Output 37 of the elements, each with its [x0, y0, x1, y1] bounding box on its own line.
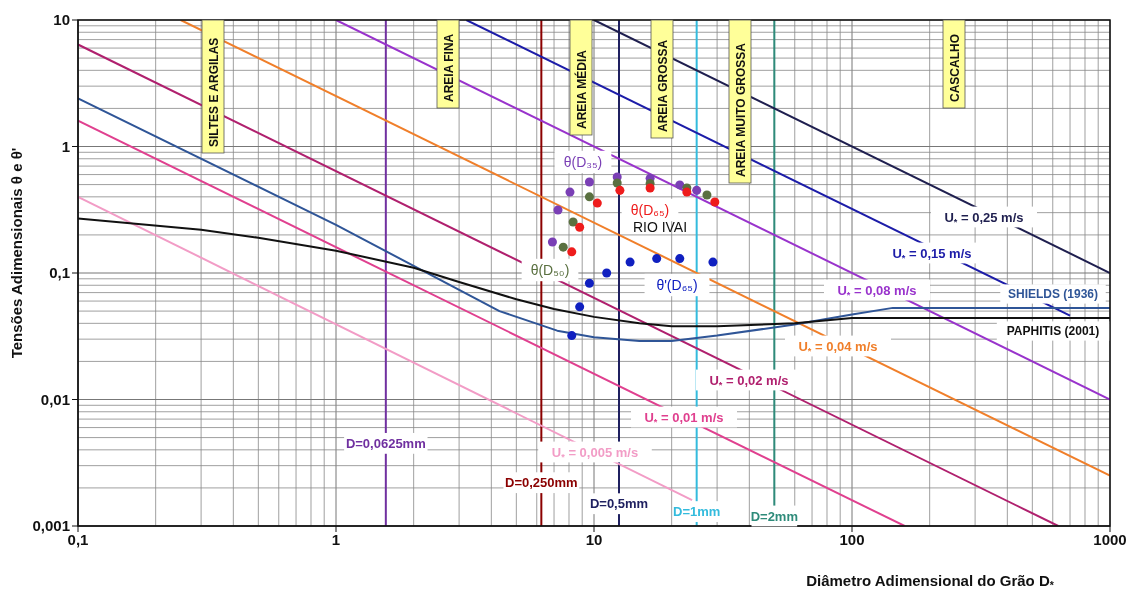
- annotation: CASCALHO: [947, 34, 962, 102]
- series-label: θ'(D₆₅): [656, 276, 698, 293]
- annotation: D=0,5mm: [589, 496, 649, 512]
- annotation: D=1mm: [673, 504, 721, 520]
- series-label: U$_{*}$ = 0,04 m/s: [798, 338, 878, 356]
- annotation: AREIA MÉDIA: [573, 49, 589, 129]
- series-label: SHIELDS (1936): [1007, 287, 1099, 302]
- series-label: U$_{*}$ = 0,005 m/s: [551, 444, 639, 462]
- series-label: θ(D₆₅): [630, 201, 670, 218]
- series-label: U$_{*}$ = 0,01 m/s: [644, 409, 724, 427]
- annotation: RIO IVAI: [632, 219, 688, 235]
- x-tick-label: 1: [331, 530, 341, 548]
- annotation: AREIA FINA: [441, 33, 456, 102]
- series-label: U$_{*}$ = 0,02 m/s: [709, 372, 789, 390]
- annotation: D=0,250mm: [505, 475, 578, 491]
- series-label: U$_{*}$ = 0,25 m/s: [944, 209, 1024, 227]
- series-label: θ(D₃₅): [563, 153, 603, 170]
- y-tick-label: 0,1: [49, 264, 70, 282]
- series-label: U$_{*}$ = 0,08 m/s: [837, 282, 917, 300]
- annotation: SILTES E ARGILAS: [206, 37, 221, 147]
- y-tick-label: 1: [61, 137, 70, 155]
- y-tick-label: 10: [53, 11, 70, 29]
- y-tick-label: 0,001: [32, 517, 70, 535]
- annotation: AREIA MUITO GROSSA: [733, 42, 748, 177]
- y-tick-label: 0,01: [40, 390, 70, 408]
- y-axis-title: Tensões Adimensionais θ e θ': [8, 147, 25, 359]
- annotation: D=2mm: [750, 508, 798, 524]
- series-label: PAPHITIS (2001): [1006, 324, 1100, 339]
- x-tick-label: 10: [585, 530, 603, 548]
- x-axis-title: Diâmetro Adimensional do Grão D$_{*}$: [806, 572, 1055, 592]
- series-label: θ(D₅₀): [530, 261, 570, 278]
- x-tick-label: 0,1: [67, 530, 89, 548]
- annotation: AREIA GROSSA: [655, 39, 670, 132]
- x-tick-label: 100: [839, 530, 865, 548]
- x-tick-label: 1000: [1093, 530, 1127, 548]
- annotation: D=0,0625mm: [345, 435, 426, 451]
- series-label: U$_{*}$ = 0,15 m/s: [892, 245, 972, 263]
